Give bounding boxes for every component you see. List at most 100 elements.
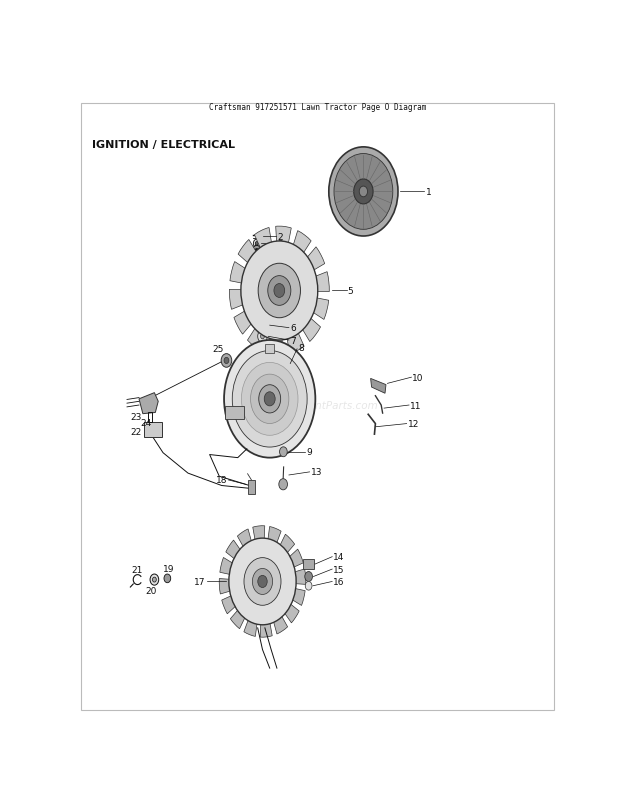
Circle shape: [232, 351, 307, 447]
Wedge shape: [293, 231, 311, 256]
Circle shape: [334, 154, 393, 230]
Circle shape: [252, 246, 261, 257]
Bar: [148, 413, 153, 423]
Circle shape: [305, 572, 312, 581]
Text: 2: 2: [277, 232, 283, 241]
Text: 20: 20: [145, 586, 157, 596]
Text: 6: 6: [290, 324, 296, 332]
Circle shape: [164, 574, 170, 583]
Text: 13: 13: [311, 468, 322, 477]
Polygon shape: [371, 379, 386, 393]
Wedge shape: [226, 540, 241, 560]
Wedge shape: [244, 618, 257, 637]
Text: 4: 4: [277, 247, 283, 256]
Circle shape: [256, 319, 268, 335]
Circle shape: [258, 576, 267, 588]
Wedge shape: [237, 529, 252, 548]
Circle shape: [241, 363, 298, 436]
Text: 3: 3: [277, 239, 283, 249]
Text: 7: 7: [290, 336, 296, 345]
Wedge shape: [267, 336, 283, 356]
Wedge shape: [279, 535, 294, 554]
Circle shape: [258, 331, 267, 343]
Wedge shape: [284, 603, 299, 623]
Circle shape: [279, 479, 288, 490]
Wedge shape: [286, 331, 304, 354]
Text: 24: 24: [141, 418, 152, 427]
Text: 8: 8: [298, 344, 304, 353]
Circle shape: [359, 187, 368, 198]
Circle shape: [250, 375, 289, 424]
Bar: [303, 560, 314, 569]
Text: 1: 1: [426, 188, 432, 197]
Circle shape: [329, 148, 398, 237]
Circle shape: [221, 354, 232, 368]
Wedge shape: [254, 228, 272, 251]
Circle shape: [260, 324, 265, 330]
Wedge shape: [220, 558, 234, 575]
Wedge shape: [306, 247, 325, 272]
Circle shape: [280, 447, 287, 457]
Circle shape: [255, 243, 258, 246]
Circle shape: [305, 581, 312, 590]
Circle shape: [252, 569, 273, 595]
Circle shape: [264, 393, 275, 406]
Wedge shape: [219, 579, 232, 594]
Text: 14: 14: [333, 552, 345, 561]
Wedge shape: [288, 549, 303, 568]
Wedge shape: [229, 290, 246, 310]
Circle shape: [258, 264, 301, 318]
Circle shape: [259, 385, 281, 414]
Wedge shape: [313, 272, 329, 292]
Wedge shape: [311, 298, 329, 320]
Wedge shape: [273, 615, 288, 634]
Text: 12: 12: [407, 420, 419, 429]
Circle shape: [244, 558, 281, 605]
Circle shape: [241, 242, 317, 340]
Wedge shape: [260, 622, 272, 638]
Text: 19: 19: [163, 565, 175, 573]
Text: 25: 25: [212, 344, 223, 353]
Wedge shape: [231, 609, 246, 629]
Circle shape: [150, 574, 159, 585]
Text: 9: 9: [306, 448, 312, 457]
Bar: [144, 423, 162, 438]
Wedge shape: [222, 595, 237, 614]
Wedge shape: [293, 569, 306, 585]
Text: ReplacementParts.com: ReplacementParts.com: [257, 401, 378, 410]
Wedge shape: [276, 226, 291, 247]
Text: 11: 11: [410, 401, 422, 410]
Circle shape: [274, 284, 285, 298]
Circle shape: [229, 539, 296, 625]
Circle shape: [268, 276, 291, 306]
Text: 23: 23: [130, 412, 141, 421]
Wedge shape: [238, 240, 258, 265]
Wedge shape: [230, 263, 247, 284]
Circle shape: [260, 334, 264, 340]
Wedge shape: [268, 527, 281, 545]
Circle shape: [255, 249, 259, 254]
Wedge shape: [234, 310, 253, 335]
Text: 17: 17: [194, 577, 206, 586]
Text: 21: 21: [132, 565, 143, 574]
Text: 5: 5: [348, 287, 353, 296]
Wedge shape: [253, 526, 265, 542]
Wedge shape: [291, 589, 305, 605]
Bar: [265, 344, 274, 353]
Bar: [225, 406, 244, 420]
Circle shape: [153, 577, 156, 582]
Circle shape: [224, 340, 316, 458]
Text: IGNITION / ELECTRICAL: IGNITION / ELECTRICAL: [92, 140, 235, 149]
Circle shape: [254, 240, 260, 248]
Text: 22: 22: [130, 427, 141, 436]
Bar: [247, 480, 255, 494]
Polygon shape: [139, 393, 158, 414]
Wedge shape: [247, 326, 266, 351]
Circle shape: [354, 180, 373, 205]
Text: 16: 16: [333, 577, 345, 586]
Text: 15: 15: [333, 565, 345, 574]
Text: 10: 10: [412, 373, 424, 382]
Wedge shape: [301, 317, 321, 342]
Text: 18: 18: [216, 476, 228, 485]
Text: Craftsman 917251571 Lawn Tractor Page O Diagram: Craftsman 917251571 Lawn Tractor Page O …: [209, 103, 427, 112]
